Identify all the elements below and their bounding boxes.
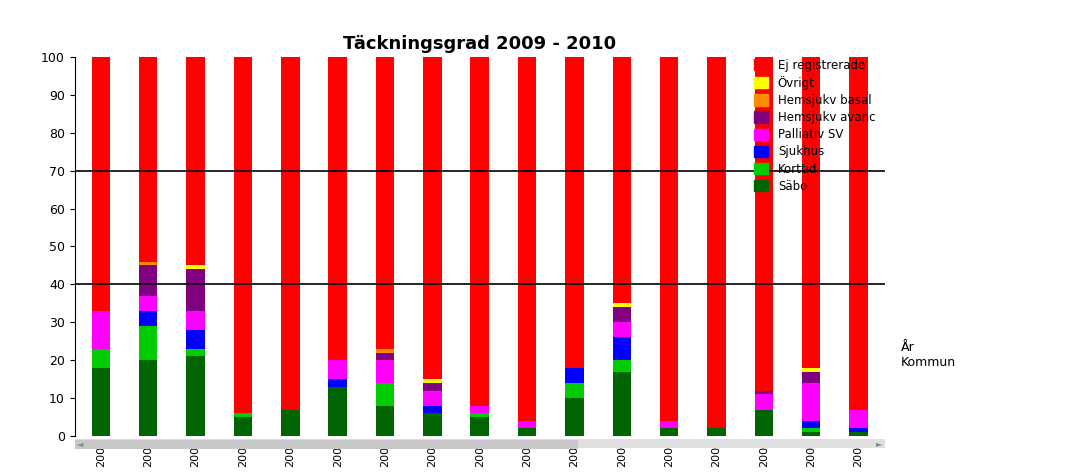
Bar — [187, 57, 205, 265]
Legend: Ej registrerade, Övrigt, Hemsjukv basal, Hemsjukv avanc, Palliativ SV, Sjukhus, : Ej registrerade, Övrigt, Hemsjukv basal,… — [750, 55, 878, 196]
Bar — [233, 417, 253, 436]
Bar — [613, 307, 631, 322]
Bar — [139, 265, 158, 296]
Bar — [850, 432, 868, 436]
Bar — [802, 421, 821, 428]
Bar — [423, 391, 441, 406]
Bar — [755, 391, 773, 394]
Bar — [707, 428, 726, 436]
Bar — [139, 262, 158, 265]
Bar — [92, 57, 110, 311]
Bar — [139, 296, 158, 311]
Bar — [328, 57, 346, 360]
Bar — [660, 421, 678, 428]
Bar — [470, 406, 489, 413]
Bar — [518, 57, 536, 421]
Bar — [281, 410, 300, 436]
Bar — [755, 57, 773, 391]
Bar — [755, 410, 773, 436]
Bar — [187, 349, 205, 356]
Bar — [423, 406, 441, 413]
Bar — [376, 353, 394, 360]
Bar — [565, 368, 583, 383]
Bar — [613, 372, 631, 436]
Bar — [613, 360, 631, 372]
Bar — [139, 311, 158, 326]
Bar — [802, 428, 821, 432]
Bar — [328, 379, 346, 387]
Text: År
Kommun: År Kommun — [901, 341, 956, 369]
Bar — [187, 269, 205, 311]
Bar — [850, 428, 868, 432]
Bar — [802, 368, 821, 372]
Bar — [423, 57, 441, 379]
Bar — [376, 383, 394, 406]
Text: ►: ► — [876, 439, 883, 448]
Bar — [423, 413, 441, 436]
Bar — [802, 57, 821, 368]
Bar — [139, 326, 158, 360]
Bar — [518, 428, 536, 436]
Bar — [328, 360, 346, 379]
Bar — [802, 383, 821, 421]
Bar — [470, 413, 489, 417]
Bar — [470, 417, 489, 436]
Bar — [518, 421, 536, 428]
Bar — [802, 432, 821, 436]
Bar — [802, 372, 821, 383]
Bar — [92, 368, 110, 436]
Bar — [565, 383, 583, 398]
Bar — [376, 57, 394, 349]
Bar — [187, 356, 205, 436]
Bar — [613, 57, 631, 303]
Bar — [423, 383, 441, 391]
Bar — [755, 394, 773, 410]
Text: ◄: ◄ — [77, 439, 83, 448]
Bar — [187, 265, 205, 269]
Bar — [376, 406, 394, 436]
Bar — [423, 379, 441, 383]
Bar — [613, 337, 631, 360]
Bar — [565, 57, 583, 368]
Bar — [470, 57, 489, 406]
Bar — [187, 311, 205, 330]
Bar — [565, 398, 583, 436]
Title: Täckningsgrad 2009 - 2010: Täckningsgrad 2009 - 2010 — [343, 35, 616, 53]
Bar — [850, 57, 868, 410]
Bar — [613, 303, 631, 307]
Bar — [613, 322, 631, 337]
Bar — [850, 410, 868, 428]
Bar — [328, 387, 346, 436]
Bar — [660, 57, 678, 421]
Bar — [187, 330, 205, 349]
Bar — [660, 428, 678, 436]
Bar — [139, 57, 158, 262]
Bar — [233, 57, 253, 413]
Bar — [376, 360, 394, 383]
Bar — [376, 349, 394, 353]
Bar — [281, 57, 300, 410]
Bar — [233, 413, 253, 417]
Bar — [707, 57, 726, 428]
Bar — [92, 311, 110, 349]
Bar — [92, 349, 110, 368]
Bar — [139, 360, 158, 436]
